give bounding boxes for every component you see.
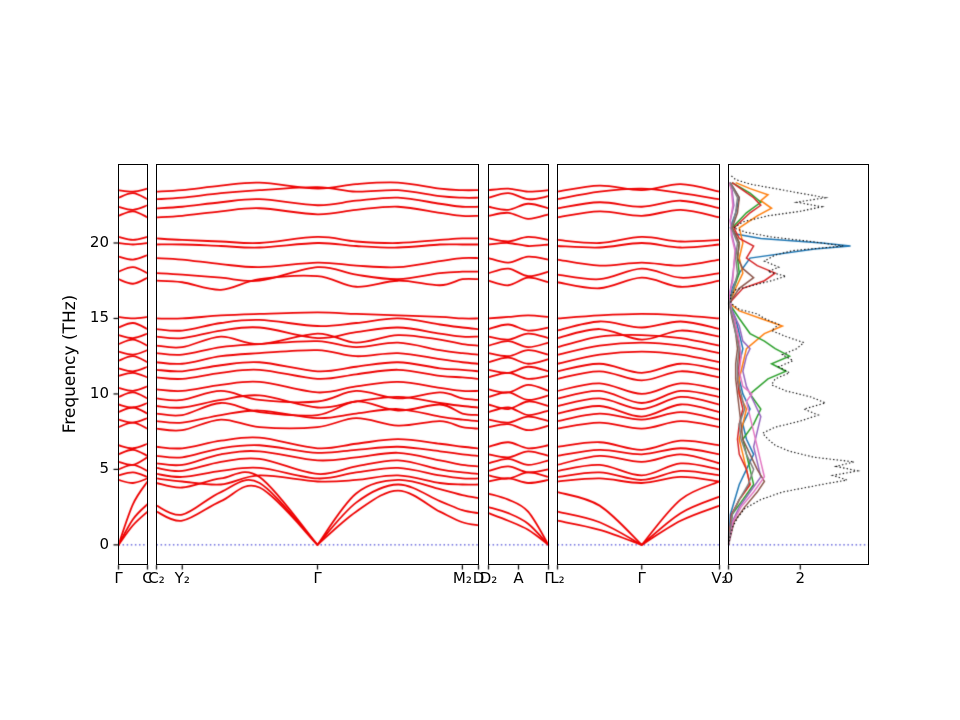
band-panel-gamma-c <box>118 164 148 565</box>
dos-panel <box>728 164 869 565</box>
band-panel-c2-y2-gamma-m2-d <box>156 164 479 565</box>
band-panel-l2-gamma-v2 <box>557 164 720 565</box>
y-axis-label: Frequency (THz) <box>60 294 80 434</box>
band-panel-d2-a-gamma <box>488 164 549 565</box>
